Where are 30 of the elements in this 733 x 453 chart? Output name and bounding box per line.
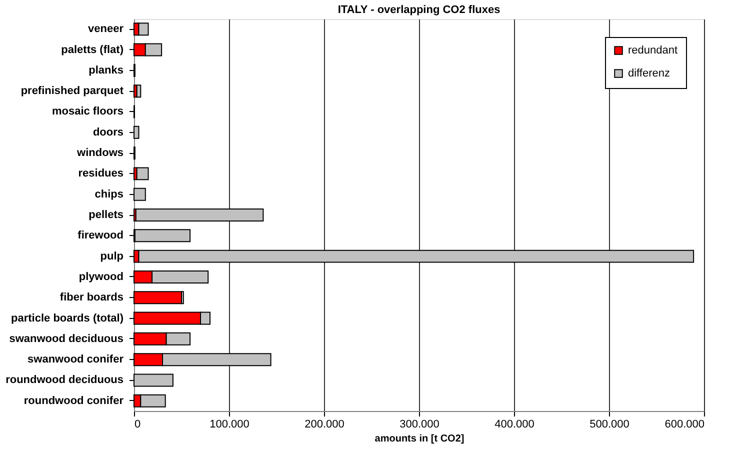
y-tick-label: swanwood conifer bbox=[28, 354, 124, 366]
y-tick-label: doors bbox=[92, 126, 124, 138]
x-tick-label: 100.000 bbox=[210, 418, 250, 430]
x-tick-label: 400.000 bbox=[494, 418, 534, 430]
x-tick-label: 500.000 bbox=[590, 418, 630, 430]
x-tick-label: 200.000 bbox=[304, 418, 344, 430]
y-tick-label: paletts (flat) bbox=[61, 44, 124, 56]
y-tick-label: prefinished parquet bbox=[20, 85, 124, 98]
y-tick-label: roundwood conifer bbox=[24, 394, 124, 407]
x-tick-label: 0 bbox=[134, 418, 141, 430]
y-tick-label: pulp bbox=[100, 250, 124, 262]
legend-label: differenz bbox=[628, 68, 670, 80]
legend-label: redundant bbox=[628, 44, 678, 56]
y-tick-label: swanwood deciduous bbox=[9, 332, 124, 345]
y-tick-label: residues bbox=[78, 168, 124, 180]
y-tick-label: chips bbox=[94, 188, 124, 200]
y-tick-label: mosaic floors bbox=[52, 106, 124, 118]
y-tick-label: fiber boards bbox=[60, 292, 124, 304]
x-axis-title: amounts in [t CO2] bbox=[374, 434, 464, 444]
y-tick-label: roundwood deciduous bbox=[6, 374, 124, 386]
x-tick-label: 300.000 bbox=[400, 418, 440, 430]
y-tick-label: plywood bbox=[78, 270, 124, 283]
y-tick-label: planks bbox=[88, 64, 124, 76]
y-tick-label: veneer bbox=[88, 23, 124, 36]
y-tick-label: pellets bbox=[88, 209, 124, 221]
x-tick-label: 600.000 bbox=[664, 418, 704, 430]
y-tick-label: particle boards (total) bbox=[11, 312, 124, 324]
y-tick-label: windows bbox=[76, 147, 124, 160]
chart-title: ITALY - overlapping CO2 fluxes bbox=[338, 4, 500, 16]
y-tick-label: firewood bbox=[78, 230, 124, 242]
